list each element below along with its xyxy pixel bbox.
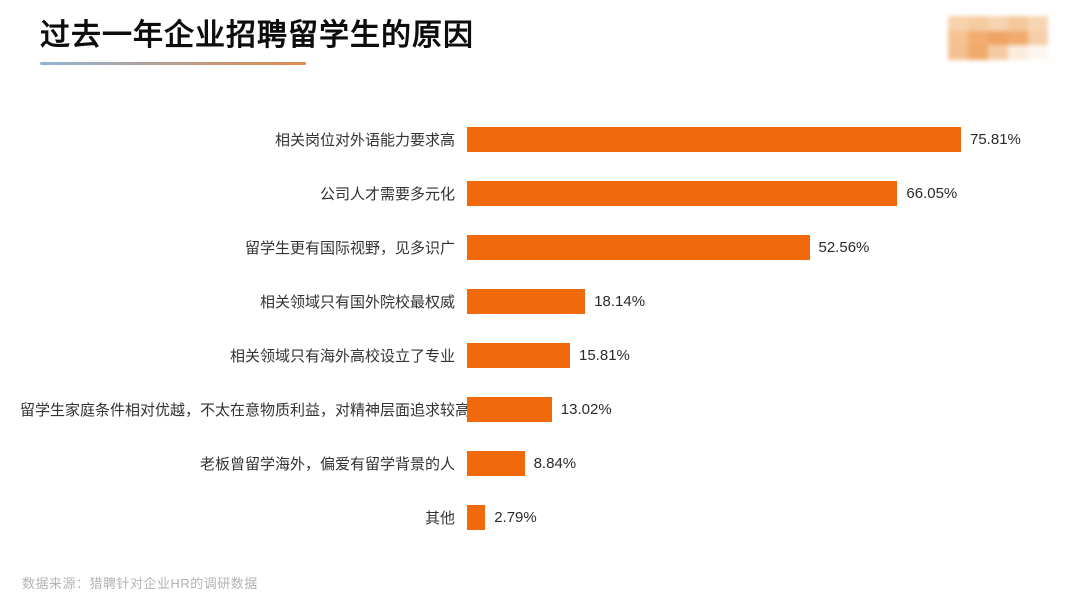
- bar: [467, 234, 810, 260]
- title-underline: [40, 62, 306, 65]
- value-label: 13.02%: [560, 400, 612, 418]
- logo-pixel: [948, 30, 968, 46]
- logo-pixel: [948, 16, 968, 31]
- logo-pixel: [1008, 45, 1028, 60]
- header: 过去一年企业招聘留学生的原因: [40, 18, 474, 65]
- chart-row: 相关领域只有海外高校设立了专业 15.81%: [20, 328, 1064, 382]
- category-label: 相关岗位对外语能力要求高: [274, 131, 455, 149]
- chart-row: 留学生家庭条件相对优越，不太在意物质利益，对精神层面追求较高 13.02%: [20, 382, 1064, 436]
- logo-pixel: [1008, 30, 1028, 46]
- logo-pixel: [1028, 45, 1048, 60]
- category-label: 相关领域只有国外院校最权威: [259, 293, 455, 311]
- bar-track: 15.81%: [467, 342, 1064, 368]
- bar: [467, 504, 486, 530]
- bar-track: 18.14%: [467, 288, 1064, 314]
- logo-pixel: [1028, 30, 1048, 46]
- value-label: 75.81%: [970, 130, 1021, 148]
- logo-pixel: [988, 16, 1008, 31]
- blurred-brand-logo: [948, 16, 1048, 60]
- logo-pixel: [968, 45, 988, 60]
- bar-track: 66.05%: [467, 180, 1064, 206]
- category-label: 相关领域只有海外高校设立了专业: [229, 347, 455, 365]
- bar: [467, 180, 898, 206]
- bar: [467, 288, 586, 314]
- chart-row: 相关岗位对外语能力要求高 75.81%: [20, 112, 1064, 166]
- chart-row: 老板曾留学海外，偏爱有留学背景的人 8.84%: [20, 436, 1064, 490]
- value-label: 18.14%: [594, 292, 646, 310]
- bar-track: 75.81%: [467, 126, 1064, 152]
- logo-pixel: [968, 16, 988, 31]
- bar: [467, 450, 525, 476]
- bar: [467, 126, 961, 152]
- page-title: 过去一年企业招聘留学生的原因: [40, 19, 474, 52]
- horizontal-bar-chart: 相关岗位对外语能力要求高 75.81% 公司人才需要多元化 66.05% 留学生更有国际…: [20, 112, 1064, 544]
- category-label: 其他: [424, 509, 455, 527]
- bar-track: 2.79%: [467, 504, 1064, 530]
- value-label: 2.79%: [494, 508, 537, 526]
- logo-pixel: [948, 45, 968, 60]
- logo-pixel: [988, 45, 1008, 60]
- bar: [467, 342, 570, 368]
- value-label: 52.56%: [818, 238, 870, 256]
- value-label: 8.84%: [533, 454, 577, 472]
- chart-row: 公司人才需要多元化 66.05%: [20, 166, 1064, 220]
- bar: [467, 396, 552, 422]
- logo-pixel: [1028, 16, 1048, 31]
- category-label: 留学生家庭条件相对优越，不太在意物质利益，对精神层面追求较高: [20, 401, 471, 419]
- logo-pixel: [968, 30, 988, 46]
- footer: 数据来源：猎聘针对企业HR的调研数据: [22, 573, 258, 592]
- logo-pixel: [988, 30, 1008, 46]
- data-source-note: 数据来源：猎聘针对企业HR的调研数据: [22, 576, 258, 591]
- chart-row: 其他 2.79%: [20, 490, 1064, 544]
- logo-pixel: [1008, 16, 1028, 31]
- bar-track: 52.56%: [467, 234, 1064, 260]
- value-label: 66.05%: [906, 184, 958, 202]
- bar-track: 8.84%: [467, 450, 1064, 476]
- chart-row: 相关领域只有国外院校最权威 18.14%: [20, 274, 1064, 328]
- chart-row: 留学生更有国际视野，见多识广 52.56%: [20, 220, 1064, 274]
- bar-track: 13.02%: [467, 396, 1064, 422]
- category-label: 老板曾留学海外，偏爱有留学背景的人: [199, 455, 455, 473]
- category-label: 公司人才需要多元化: [319, 185, 455, 203]
- category-label: 留学生更有国际视野，见多识广: [244, 239, 455, 257]
- value-label: 15.81%: [579, 346, 630, 364]
